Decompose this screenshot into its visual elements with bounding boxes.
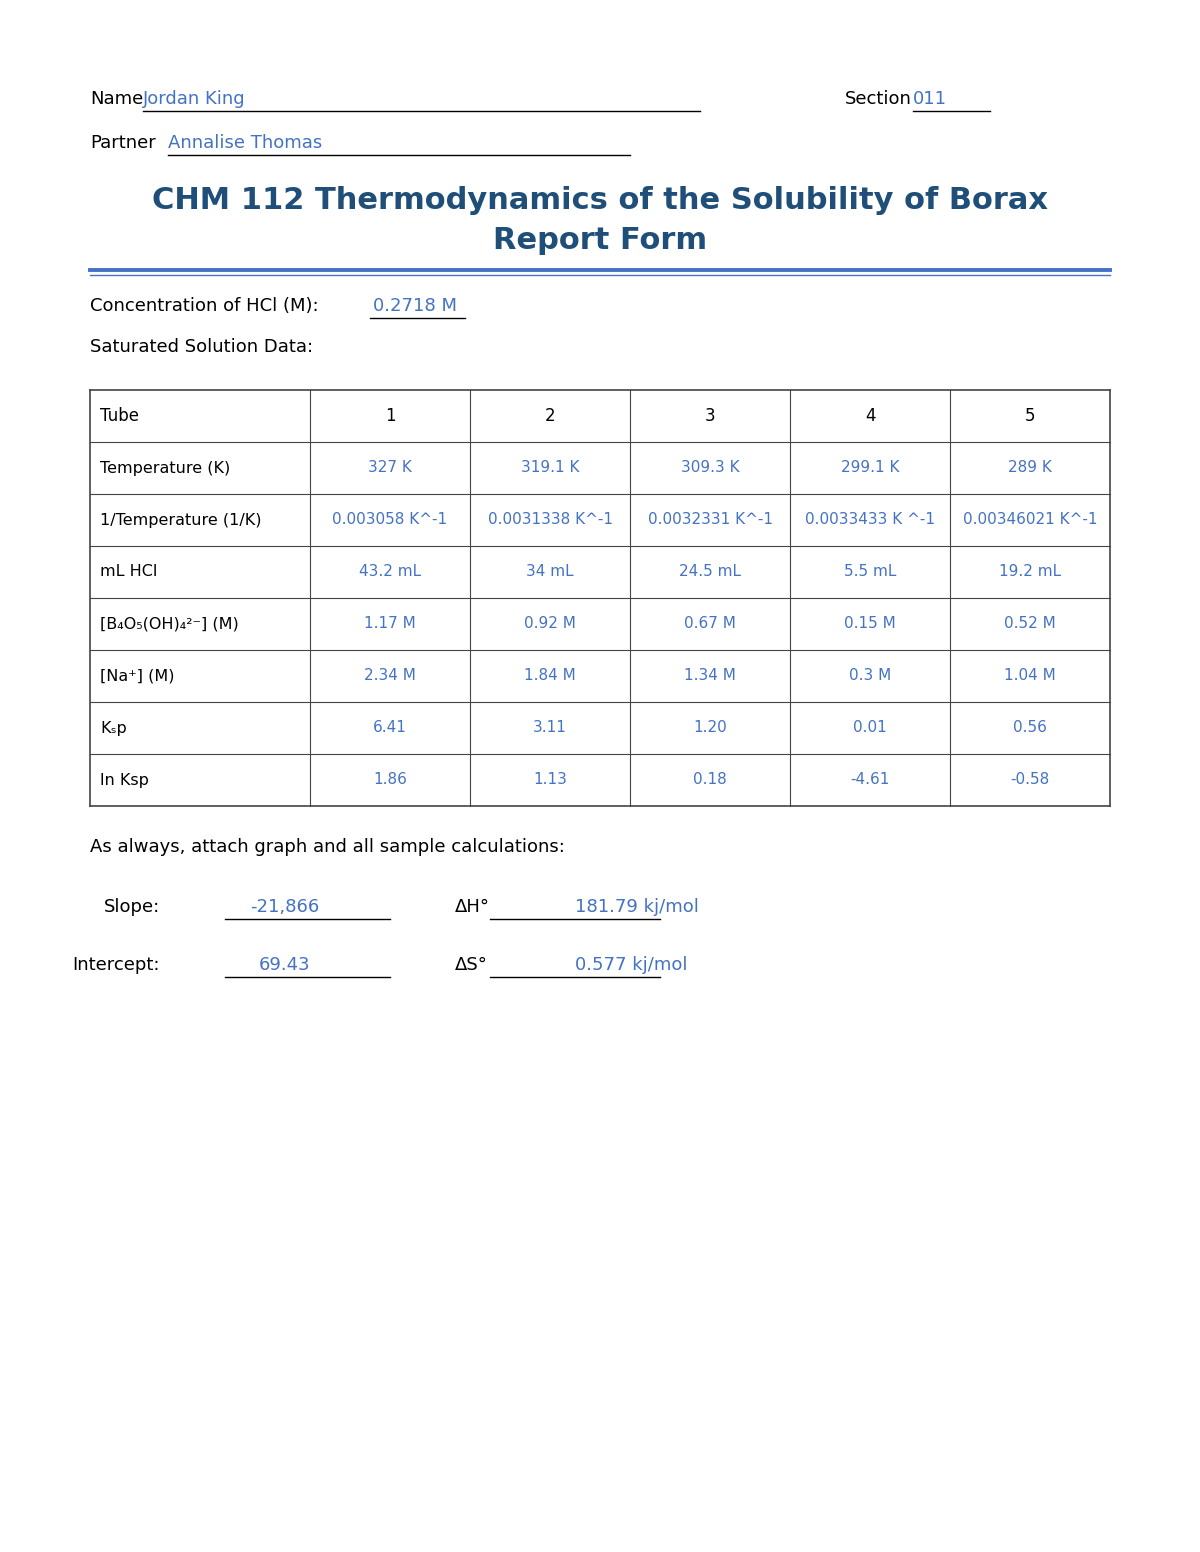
Text: ln Ksp: ln Ksp xyxy=(100,773,149,787)
Text: 1.84 M: 1.84 M xyxy=(524,669,576,683)
Text: 24.5 mL: 24.5 mL xyxy=(679,565,742,579)
Text: 34 mL: 34 mL xyxy=(526,565,574,579)
Text: Slope:: Slope: xyxy=(103,899,160,916)
Text: Intercept:: Intercept: xyxy=(72,956,160,975)
Text: 3: 3 xyxy=(704,407,715,425)
Text: [B₄O₅(OH)₄²⁻] (M): [B₄O₅(OH)₄²⁻] (M) xyxy=(100,616,239,632)
Text: [Na⁺] (M): [Na⁺] (M) xyxy=(100,669,174,683)
Text: 0.52 M: 0.52 M xyxy=(1004,616,1056,632)
Text: 0.0031338 K^-1: 0.0031338 K^-1 xyxy=(487,512,612,528)
Text: 0.577 kj/mol: 0.577 kj/mol xyxy=(575,956,688,975)
Text: 0.18: 0.18 xyxy=(694,773,727,787)
Text: As always, attach graph and all sample calculations:: As always, attach graph and all sample c… xyxy=(90,838,565,857)
Text: 309.3 K: 309.3 K xyxy=(680,461,739,475)
Text: 1.13: 1.13 xyxy=(533,773,566,787)
Text: 1.34 M: 1.34 M xyxy=(684,669,736,683)
Text: Saturated Solution Data:: Saturated Solution Data: xyxy=(90,338,313,355)
Text: Name: Name xyxy=(90,90,143,109)
Text: CHM 112 Thermodynamics of the Solubility of Borax: CHM 112 Thermodynamics of the Solubility… xyxy=(152,186,1048,216)
Text: 5: 5 xyxy=(1025,407,1036,425)
Text: 5.5 mL: 5.5 mL xyxy=(844,565,896,579)
Text: 0.0033433 K ^-1: 0.0033433 K ^-1 xyxy=(805,512,935,528)
Text: Kₛp: Kₛp xyxy=(100,720,127,736)
Text: Partner: Partner xyxy=(90,133,156,152)
Text: 19.2 mL: 19.2 mL xyxy=(998,565,1061,579)
Text: 2.34 M: 2.34 M xyxy=(364,669,416,683)
Text: 0.3 M: 0.3 M xyxy=(848,669,892,683)
Text: Report Form: Report Form xyxy=(493,227,707,255)
Text: -21,866: -21,866 xyxy=(251,899,319,916)
Text: ΔS°: ΔS° xyxy=(455,956,488,975)
Text: 319.1 K: 319.1 K xyxy=(521,461,580,475)
Text: 0.0032331 K^-1: 0.0032331 K^-1 xyxy=(648,512,773,528)
Text: 1: 1 xyxy=(385,407,395,425)
Text: 1/Temperature (1/K): 1/Temperature (1/K) xyxy=(100,512,262,528)
Text: Section: Section xyxy=(845,90,912,109)
Text: 011: 011 xyxy=(913,90,947,109)
Text: 2: 2 xyxy=(545,407,556,425)
Text: 0.67 M: 0.67 M xyxy=(684,616,736,632)
Text: Jordan King: Jordan King xyxy=(143,90,246,109)
Text: 0.92 M: 0.92 M xyxy=(524,616,576,632)
Text: 0.01: 0.01 xyxy=(853,720,887,736)
Text: 289 K: 289 K xyxy=(1008,461,1052,475)
Text: 0.56: 0.56 xyxy=(1013,720,1046,736)
Text: 0.15 M: 0.15 M xyxy=(844,616,896,632)
Text: Tube: Tube xyxy=(100,407,139,425)
Text: 1.20: 1.20 xyxy=(694,720,727,736)
Text: 6.41: 6.41 xyxy=(373,720,407,736)
Text: 1.86: 1.86 xyxy=(373,773,407,787)
Text: -0.58: -0.58 xyxy=(1010,773,1050,787)
Text: 43.2 mL: 43.2 mL xyxy=(359,565,421,579)
Text: mL HCl: mL HCl xyxy=(100,565,157,579)
Text: 327 K: 327 K xyxy=(368,461,412,475)
Text: 1.17 M: 1.17 M xyxy=(364,616,416,632)
Text: 299.1 K: 299.1 K xyxy=(841,461,899,475)
Text: 0.003058 K^-1: 0.003058 K^-1 xyxy=(332,512,448,528)
Text: 1.04 M: 1.04 M xyxy=(1004,669,1056,683)
Text: Temperature (K): Temperature (K) xyxy=(100,461,230,475)
Text: 69.43: 69.43 xyxy=(259,956,311,975)
Text: ΔH°: ΔH° xyxy=(455,899,490,916)
Text: -4.61: -4.61 xyxy=(851,773,889,787)
Text: 181.79 kj/mol: 181.79 kj/mol xyxy=(575,899,698,916)
Text: 0.2718 M: 0.2718 M xyxy=(373,296,457,315)
Text: 4: 4 xyxy=(865,407,875,425)
Text: Annalise Thomas: Annalise Thomas xyxy=(168,133,323,152)
Text: 0.00346021 K^-1: 0.00346021 K^-1 xyxy=(962,512,1097,528)
Text: Concentration of HCl (M):: Concentration of HCl (M): xyxy=(90,296,319,315)
Text: 3.11: 3.11 xyxy=(533,720,566,736)
